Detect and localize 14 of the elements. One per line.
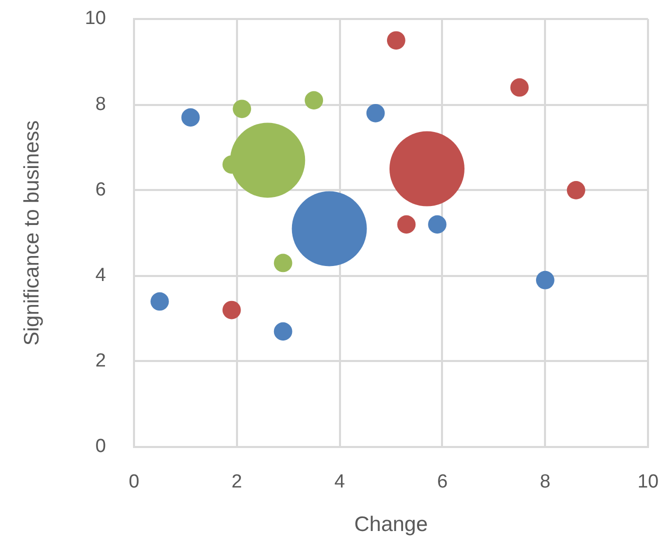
y-axis-title: Significance to business bbox=[20, 120, 44, 346]
y-tick-label: 10 bbox=[84, 8, 106, 30]
y-tick-label: 0 bbox=[95, 436, 106, 458]
x-tick-label: 0 bbox=[128, 472, 140, 493]
y-tick-label: 6 bbox=[95, 179, 106, 200]
x-tick-label: 2 bbox=[232, 472, 242, 493]
y-tick-label: 2 bbox=[95, 350, 106, 372]
y-tick-label: 4 bbox=[95, 265, 106, 286]
x-axis-title: Change bbox=[354, 513, 428, 536]
x-tick-label: 8 bbox=[540, 472, 550, 493]
y-tick-label: 8 bbox=[95, 94, 106, 115]
x-tick-label: 10 bbox=[637, 472, 659, 493]
x-tick-label: 4 bbox=[334, 472, 346, 493]
x-tick-label: 6 bbox=[437, 472, 448, 493]
